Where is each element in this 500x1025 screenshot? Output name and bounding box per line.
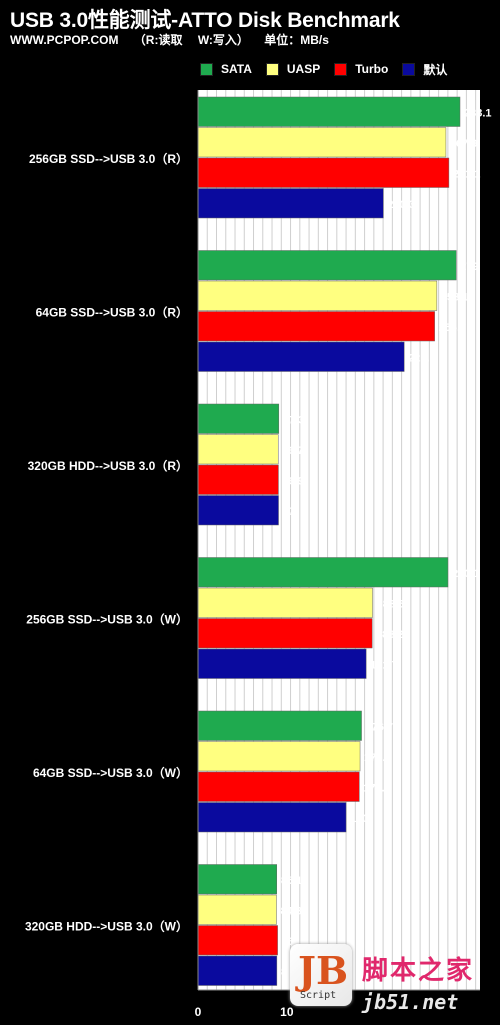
- watermark: JB Script 脚本之家 jb51.net: [290, 944, 500, 1025]
- value-label: 255.7: [439, 322, 467, 334]
- legend-label: SATA: [221, 62, 252, 76]
- subtitle-site: WWW.PCPOP.COM: [10, 33, 119, 47]
- legend-item-2: Turbo: [334, 62, 388, 76]
- legend-item-0: SATA: [200, 62, 252, 76]
- bar-默认: [197, 341, 405, 372]
- value-label: 270.1: [452, 568, 480, 580]
- value-label: 283.1: [464, 107, 492, 119]
- bar-SATA: [197, 403, 280, 434]
- bar-UASP: [197, 741, 361, 772]
- bar-SATA: [197, 96, 461, 127]
- bar-默认: [197, 648, 367, 679]
- value-label: 258.1: [441, 291, 469, 303]
- value-label: 174.3: [363, 782, 391, 794]
- value-label: 271.1: [453, 168, 481, 180]
- chart-legend: SATA UASP Turbo 默认: [200, 61, 461, 77]
- watermark-site-name: 脚本之家: [362, 955, 475, 985]
- plot-area: [198, 90, 480, 990]
- legend-label: 默认: [423, 62, 448, 77]
- chart-subtitle: WWW.PCPOP.COM （R:读取 W:写入） 单位：MB/s: [10, 31, 341, 48]
- bar-Turbo: [197, 618, 373, 649]
- category-label: 64GB SSD-->USB 3.0（R）: [36, 305, 188, 320]
- legend-item-3: 默认: [402, 61, 447, 78]
- value-label: 86.7: [282, 445, 303, 457]
- watermark-logo: JB Script: [290, 944, 352, 1006]
- subtitle-write-note: W:写入）: [197, 33, 249, 47]
- legend-label: Turbo: [355, 62, 389, 76]
- value-label: 175.1: [364, 752, 392, 764]
- legend-swatch: [334, 62, 348, 76]
- value-label: 222.8: [408, 352, 436, 364]
- legend-swatch: [265, 62, 279, 76]
- value-label: 85.1: [281, 875, 302, 887]
- value-label: 86.9: [282, 475, 303, 487]
- bar-SATA: [197, 250, 457, 281]
- category-label: 256GB SSD-->USB 3.0（W）: [26, 612, 188, 627]
- bar-Turbo: [197, 771, 360, 802]
- value-label: 267.9: [450, 138, 478, 150]
- legend-swatch: [402, 62, 416, 76]
- legend-swatch: [200, 62, 213, 76]
- value-label: 86: [282, 936, 294, 948]
- value-label: 87: [283, 506, 295, 518]
- bar-Turbo: [197, 925, 278, 956]
- bar-UASP: [197, 280, 438, 311]
- bar-默认: [197, 802, 347, 833]
- bar-UASP: [197, 894, 277, 925]
- value-label: 160: [350, 813, 368, 825]
- subtitle-read-note: （R:读取: [133, 33, 183, 47]
- bar-SATA: [197, 557, 449, 588]
- value-label: 279: [460, 261, 478, 273]
- bar-默认: [197, 495, 279, 526]
- value-label: 188.6: [377, 598, 405, 610]
- category-label: 320GB HDD-->USB 3.0（W）: [25, 919, 188, 934]
- value-label: 176.7: [366, 721, 394, 733]
- bar-SATA: [197, 864, 278, 895]
- bar-UASP: [197, 434, 279, 465]
- watermark-logo-caption: Script: [300, 990, 337, 1001]
- value-label: 87.3: [283, 414, 304, 426]
- watermark-logo-letters: JB: [298, 948, 349, 993]
- category-label: 256GB SSD-->USB 3.0（R）: [29, 151, 188, 166]
- bar-Turbo: [197, 157, 450, 188]
- value-label: 188.2: [376, 629, 404, 641]
- bar-Turbo: [197, 311, 435, 342]
- x-tick-label: 0: [195, 1005, 202, 1019]
- value-label: 181.7: [370, 659, 398, 671]
- x-tick-label: 10: [280, 1005, 294, 1019]
- value-label: 84.8: [280, 905, 301, 917]
- category-label: 64GB SSD-->USB 3.0（W）: [33, 765, 188, 780]
- subtitle-unit: 单位：MB/s: [264, 33, 329, 47]
- category-label: 320GB HDD-->USB 3.0（R）: [28, 458, 188, 473]
- bar-UASP: [197, 127, 447, 158]
- legend-item-1: UASP: [265, 62, 321, 76]
- watermark-site-url: jb51.net: [362, 990, 459, 1014]
- bar-默认: [197, 955, 278, 986]
- bar-默认: [197, 188, 384, 219]
- bar-SATA: [197, 710, 362, 741]
- value-label: 200.3: [387, 199, 415, 211]
- legend-label: UASP: [286, 62, 321, 76]
- bar-UASP: [197, 587, 373, 618]
- bar-Turbo: [197, 464, 279, 495]
- chart-title: USB 3.0性能测试-ATTO Disk Benchmark: [10, 9, 400, 32]
